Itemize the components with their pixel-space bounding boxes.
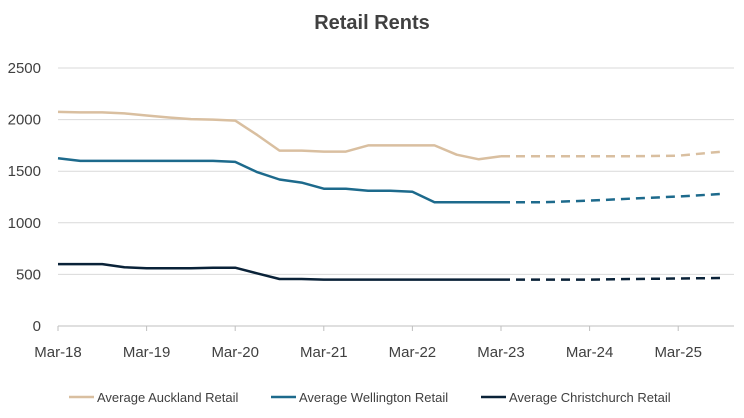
y-tick-label: 0 <box>33 318 41 335</box>
x-tick-label: Mar-21 <box>300 344 348 361</box>
average-auckland-retail-legend-label: Average Auckland Retail <box>97 390 239 405</box>
y-axis-ticks: 0 500 1000 1500 2000 2500 <box>8 60 41 335</box>
x-tick-label: Mar-20 <box>211 344 259 361</box>
x-tick-label: Mar-22 <box>389 344 437 361</box>
gridlines <box>58 67 734 327</box>
average-auckland-retail-line-forecast <box>501 150 723 158</box>
legend: Average Auckland Retail Average Wellingto… <box>69 390 671 405</box>
y-tick-label: 2500 <box>8 60 41 77</box>
average-christchurch-retail-line-actual <box>58 262 501 281</box>
x-tick-label: Mar-23 <box>477 344 525 361</box>
average-christchurch-retail-legend-label: Average Christchurch Retail <box>509 390 671 405</box>
y-tick-label: 1500 <box>8 163 41 180</box>
average-wellington-retail-line-forecast <box>501 192 723 204</box>
chart-title: Retail Rents <box>314 12 430 34</box>
x-tick-label: Mar-25 <box>654 344 702 361</box>
x-tick-label: Mar-19 <box>123 344 171 361</box>
x-axis-ticks: Mar-18 Mar-19 Mar-20 Mar-21 Mar-22 Mar-23 Mar-… <box>34 326 702 361</box>
average-wellington-retail-line-actual <box>57 157 501 204</box>
y-tick-label: 1000 <box>8 215 41 232</box>
y-tick-label: 2000 <box>8 112 41 129</box>
x-tick-label: Mar-18 <box>34 344 82 361</box>
average-christchurch-retail-line-forecast <box>501 276 723 281</box>
average-auckland-retail-line-actual <box>57 110 502 161</box>
average-wellington-retail-legend-label: Average Wellington Retail <box>299 390 448 405</box>
x-tick-label: Mar-24 <box>566 344 614 361</box>
series-lines <box>57 110 723 281</box>
y-tick-label: 500 <box>16 266 41 283</box>
